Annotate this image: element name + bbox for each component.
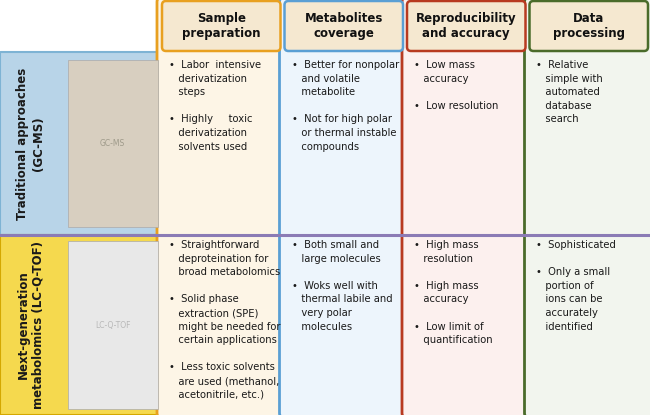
Text: Data
processing: Data processing	[552, 12, 625, 40]
FancyBboxPatch shape	[0, 235, 160, 415]
Text: Traditional approaches
(GC-MS): Traditional approaches (GC-MS)	[16, 67, 44, 220]
Text: •  Sophisticated

•  Only a small
   portion of
   ions can be
   accurately
   : • Sophisticated • Only a small portion o…	[536, 240, 616, 332]
Text: Reproducibility
and accuracy: Reproducibility and accuracy	[416, 12, 517, 40]
Text: •  Both small and
   large molecules

•  Woks well with
   thermal labile and
  : • Both small and large molecules • Woks …	[291, 240, 392, 332]
FancyBboxPatch shape	[530, 1, 648, 51]
FancyBboxPatch shape	[285, 1, 403, 51]
Text: •  Straightforward
   deproteination for
   broad metabolomics

•  Solid phase
 : • Straightforward deproteination for bro…	[169, 240, 281, 400]
Text: •  Low mass
   accuracy

•  Low resolution: • Low mass accuracy • Low resolution	[414, 60, 499, 111]
Text: Sample
preparation: Sample preparation	[182, 12, 261, 40]
Text: Metabolites
coverage: Metabolites coverage	[305, 12, 383, 40]
FancyBboxPatch shape	[525, 0, 650, 415]
Text: •  High mass
   resolution

•  High mass
   accuracy

•  Low limit of
   quantif: • High mass resolution • High mass accur…	[414, 240, 493, 345]
Text: •  Better for nonpolar
   and volatile
   metabolite

•  Not for high polar
   o: • Better for nonpolar and volatile metab…	[291, 60, 398, 151]
Text: •  Labor  intensive
   derivatization
   steps

•  Highly     toxic
   derivatiz: • Labor intensive derivatization steps •…	[169, 60, 261, 151]
FancyBboxPatch shape	[407, 1, 525, 51]
FancyBboxPatch shape	[68, 241, 158, 409]
Text: Next-generation
metabolomics (LC-Q-TOF): Next-generation metabolomics (LC-Q-TOF)	[16, 241, 44, 409]
Text: GC-MS: GC-MS	[100, 139, 125, 148]
FancyBboxPatch shape	[162, 1, 281, 51]
Text: LC-Q-TOF: LC-Q-TOF	[95, 320, 130, 330]
Text: •  Relative
   simple with
   automated
   database
   search: • Relative simple with automated databas…	[536, 60, 603, 124]
FancyBboxPatch shape	[402, 0, 530, 415]
FancyBboxPatch shape	[0, 52, 160, 235]
FancyBboxPatch shape	[280, 0, 408, 415]
FancyBboxPatch shape	[68, 60, 158, 227]
FancyBboxPatch shape	[157, 0, 285, 415]
